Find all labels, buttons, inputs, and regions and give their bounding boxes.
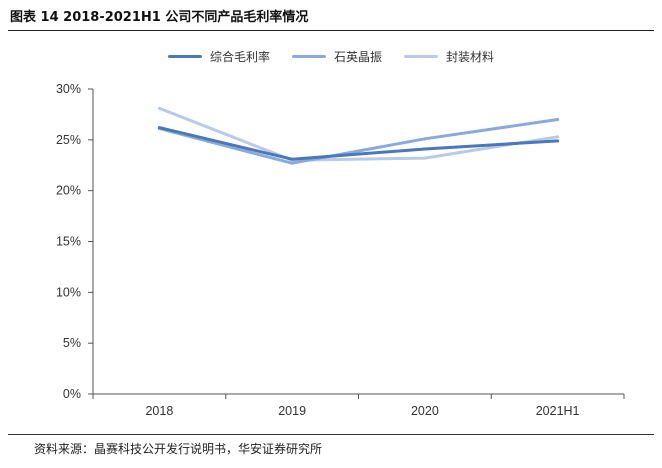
x-tick-label: 2019 <box>278 404 306 418</box>
y-tick-label: 5% <box>63 336 81 350</box>
series-point-0 <box>157 126 161 130</box>
series-point-0 <box>556 139 560 143</box>
x-tick-label: 2020 <box>411 404 439 418</box>
y-tick-label: 0% <box>63 387 81 401</box>
title-divider <box>8 30 654 31</box>
legend-label-0: 综合毛利率 <box>209 50 270 64</box>
y-tick-label: 15% <box>56 235 81 249</box>
source-note: 资料来源：晶赛科技公开发行说明书，华安证券研究所 <box>34 442 323 456</box>
legend-item-1: 石英晶振 <box>291 48 382 65</box>
legend-label-2: 封装材料 <box>446 50 495 64</box>
legend-label-1: 石英晶振 <box>333 50 382 64</box>
series-line-2 <box>157 106 560 162</box>
legend-swatch-0 <box>167 55 202 58</box>
series-point-0 <box>423 147 427 151</box>
series-point-2 <box>423 156 427 160</box>
y-tick-label: 20% <box>56 184 81 198</box>
y-tick-label: 25% <box>56 133 81 147</box>
series-point-2 <box>157 106 161 110</box>
figure-title: 图表 14 2018-2021H1 公司不同产品毛利率情况 <box>10 10 309 25</box>
legend-item-0: 综合毛利率 <box>167 48 270 65</box>
series-line-1 <box>157 118 560 165</box>
footer-divider <box>8 434 654 435</box>
y-tick-label: 10% <box>56 285 81 299</box>
series-point-0 <box>290 157 294 161</box>
x-tick-label: 2018 <box>145 404 173 418</box>
series-point-2 <box>556 135 560 139</box>
legend-swatch-1 <box>291 55 326 58</box>
series-point-1 <box>423 137 427 141</box>
legend-swatch-2 <box>404 55 438 58</box>
series-line-0 <box>157 126 560 161</box>
y-tick-label: 30% <box>56 82 81 96</box>
chart-legend: 综合毛利率 石英晶振 封装材料 <box>0 48 662 65</box>
legend-item-2: 封装材料 <box>404 48 494 65</box>
series-point-1 <box>556 118 560 121</box>
series-point-1 <box>290 161 294 165</box>
x-tick-label: 2021H1 <box>536 404 580 418</box>
